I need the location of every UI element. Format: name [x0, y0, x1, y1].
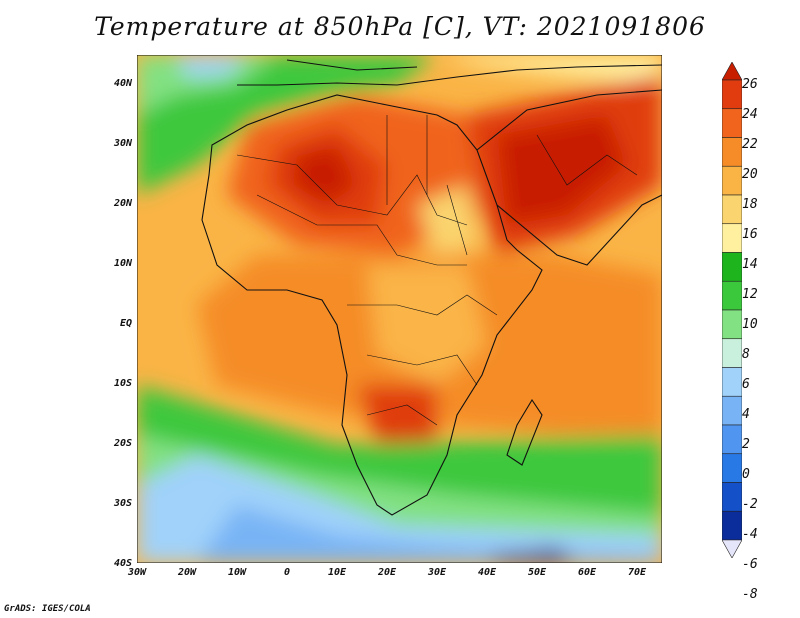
colorbar-tick-label: 12: [742, 287, 758, 302]
country-borders: [236, 115, 638, 426]
colorbar-swatch: [722, 338, 742, 368]
colorbar-swatch: [722, 79, 742, 110]
colorbar-tick-label: -2: [742, 497, 758, 512]
colorbar-tick-label: 18: [742, 197, 758, 212]
lat-tick-label: 10N: [113, 258, 132, 269]
colorbar-tick-label: 26: [742, 77, 758, 92]
lon-tick-label: 0: [283, 567, 291, 578]
lat-tick-label: 20N: [113, 198, 132, 209]
lon-tick-label: 10W: [227, 567, 247, 578]
colorbar-tick-label: 8: [742, 347, 750, 362]
lat-tick-label: 20S: [113, 438, 132, 449]
lon-tick-label: 30E: [427, 567, 447, 578]
lat-tick-label: 40S: [113, 558, 132, 569]
colorbar-swatch: [722, 453, 742, 483]
colorbar-tick-label: -4: [742, 527, 758, 542]
colorbar-swatch: [722, 137, 742, 167]
colorbar-swatch: [722, 510, 742, 541]
chart-title: Temperature at 850hPa [C], VT: 202109180…: [94, 12, 706, 41]
lon-tick-label: 40E: [477, 567, 497, 578]
colorbar-tick-label: 6: [742, 377, 750, 392]
colorbar-swatch: [722, 252, 742, 282]
lat-tick-label: 10S: [113, 378, 132, 389]
lon-tick-label: 20E: [377, 567, 397, 578]
colorbar-swatch: [722, 223, 742, 253]
colorbar-tick-label: 4: [742, 407, 750, 422]
colorbar-tick-label: -6: [742, 557, 758, 572]
colorbar-tick-label: 24: [742, 107, 758, 122]
colorbar-swatch: [722, 395, 742, 426]
colorbar-swatch: [722, 108, 742, 138]
lon-tick-label: 60E: [577, 567, 597, 578]
lon-tick-label: 10E: [327, 567, 347, 578]
lon-tick-label: 70E: [627, 567, 647, 578]
colorbar-tick-label: 14: [742, 257, 758, 272]
colorbar-tick-label: 20: [742, 167, 758, 182]
colorbar-swatch: [722, 367, 742, 397]
colorbar-tick-label: 10: [742, 317, 758, 332]
colorbar-swatch: [722, 424, 742, 455]
temperature-field-map: [136, 54, 663, 564]
colorbar-tick-label: -8: [742, 587, 758, 602]
lon-tick-label: 20W: [177, 567, 197, 578]
colorbar-tick-label: 22: [742, 137, 758, 152]
colorbar-swatch: [722, 194, 742, 225]
lat-tick-label: EQ: [119, 318, 132, 329]
lon-tick-label: 50E: [527, 567, 547, 578]
map-panel: [136, 54, 663, 564]
colorbar-swatch: [722, 165, 742, 196]
lat-tick-label: 30S: [113, 498, 132, 509]
colorbar-tick-label: 0: [742, 467, 750, 482]
credit-text: GrADS: IGES/COLA: [4, 604, 91, 614]
coastlines: [201, 59, 663, 516]
colorbar-swatch: [722, 482, 742, 512]
colorbar-swatch: [722, 309, 742, 340]
colorbar-swatch: [722, 62, 742, 81]
colorbar: [722, 62, 742, 558]
colorbar-swatch: [722, 539, 742, 558]
colorbar-swatch: [722, 280, 742, 311]
lat-tick-label: 40N: [113, 78, 132, 89]
colorbar-tick-label: 2: [742, 437, 750, 452]
lat-tick-label: 30N: [113, 138, 132, 149]
colorbar-tick-label: 16: [742, 227, 758, 242]
lon-tick-label: 30W: [127, 567, 147, 578]
